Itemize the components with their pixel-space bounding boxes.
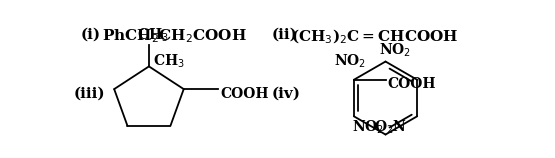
- Text: (ii): (ii): [271, 27, 297, 42]
- Text: NO$_2$: NO$_2$: [334, 53, 366, 70]
- Text: NO$_2$: NO$_2$: [379, 42, 411, 59]
- Text: PhCH$_2$CH$_2$COOH: PhCH$_2$CH$_2$COOH: [102, 27, 246, 45]
- Text: (iii): (iii): [74, 87, 105, 101]
- Text: COOH: COOH: [387, 77, 436, 91]
- Text: CH$_3$: CH$_3$: [153, 53, 185, 70]
- Text: (i): (i): [80, 27, 100, 42]
- Text: (iv): (iv): [271, 87, 301, 101]
- Text: CH$_3$: CH$_3$: [137, 27, 169, 44]
- Text: (CH$_3$)$_2$C$=$CHCOOH: (CH$_3$)$_2$C$=$CHCOOH: [291, 27, 458, 46]
- Text: NO$_2$: NO$_2$: [352, 119, 384, 136]
- Text: O$_2$N: O$_2$N: [374, 119, 407, 136]
- Text: COOH: COOH: [220, 87, 269, 101]
